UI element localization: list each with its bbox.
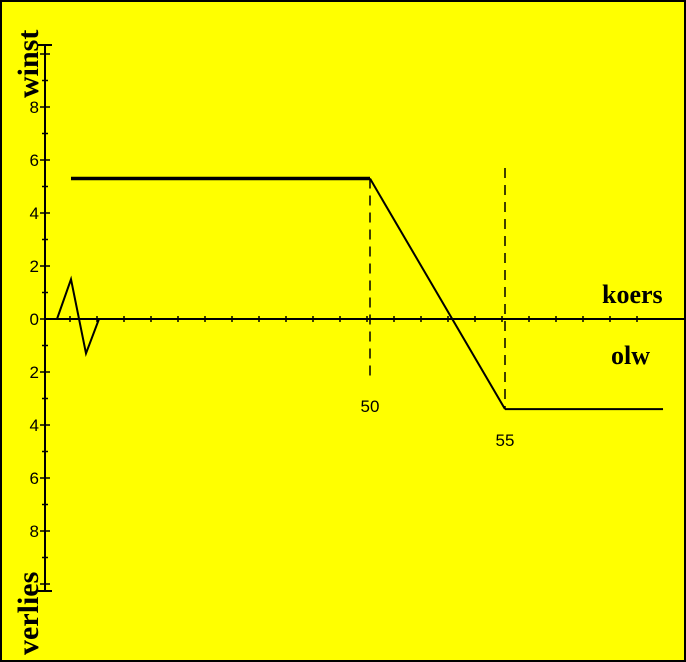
x-axis-label-koers: koers: [602, 280, 663, 309]
x-marker-label-55: 55: [496, 431, 515, 450]
x-ticks: [69, 316, 638, 322]
y-tick-label: 6: [30, 151, 39, 170]
axis-break-zigzag: [56, 275, 100, 358]
x-marker-label-50: 50: [361, 397, 380, 416]
y-tick-label: 4: [30, 204, 39, 223]
y-top-label: winst: [12, 30, 45, 98]
y-tick-label: 2: [30, 363, 39, 382]
y-bottom-label: verlies: [12, 572, 45, 655]
y-tick-label: 8: [30, 98, 39, 117]
y-tick-labels: 8 6 4 2 0 2 4 6 8: [30, 98, 39, 541]
x-axis-label-olw: olw: [611, 341, 650, 370]
guide-lines: [369, 167, 506, 410]
series-group: [71, 176, 664, 411]
y-tick-label: 2: [30, 257, 39, 276]
payoff-segment-decline: [369, 178, 506, 410]
x-marker-labels: 50 55: [361, 397, 515, 450]
y-tick-label: 0: [30, 310, 39, 329]
axis-break-marker: [56, 275, 100, 358]
y-tick-label: 6: [30, 469, 39, 488]
y-tick-label: 8: [30, 522, 39, 541]
y-tick-label: 4: [30, 416, 39, 435]
